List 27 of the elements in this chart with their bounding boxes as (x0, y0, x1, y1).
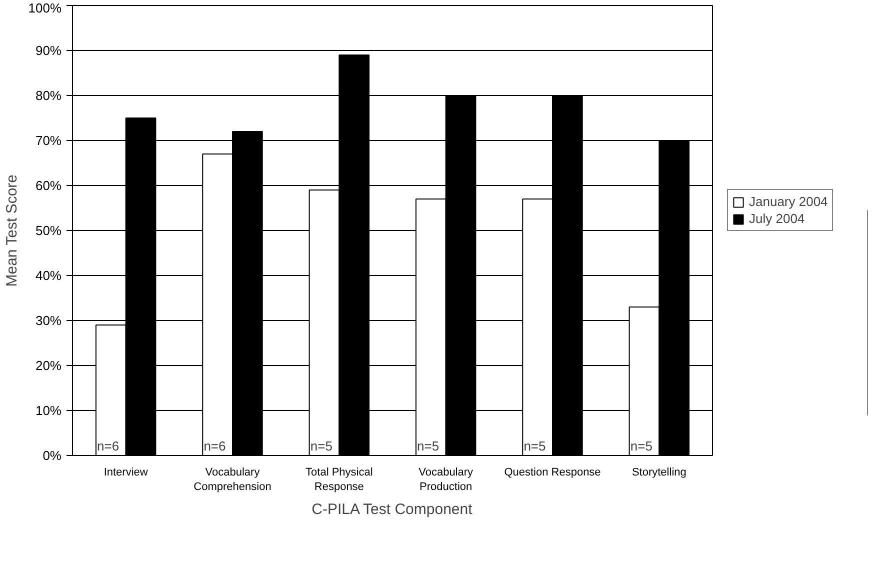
annotation: n=5 (310, 438, 332, 454)
y-tick-label: 10% (35, 403, 62, 418)
x-tick-label: Interview (104, 466, 148, 478)
y-tick-label: 70% (35, 133, 62, 148)
y-tick-label: 90% (35, 43, 62, 58)
y-tick-label: 80% (35, 88, 62, 103)
annotation: n=6 (204, 438, 226, 454)
y-axis-title: Mean Test Score (3, 174, 20, 287)
x-tick-label: Vocabulary Production (418, 466, 474, 493)
y-tick-label: 30% (35, 313, 62, 328)
annotation: n=5 (524, 438, 546, 454)
y-tick-label: 60% (35, 178, 62, 193)
x-axis-title: C-PILA Test Component (312, 500, 474, 518)
annotation: n=6 (97, 438, 120, 454)
legend-label: July 2004 (749, 211, 805, 226)
y-tick-label: 0% (42, 448, 62, 463)
annotation: n=5 (630, 438, 652, 454)
annotation: n=5 (417, 438, 440, 454)
y-tick-label: 40% (35, 268, 62, 283)
x-tick-label: Total Physical Response (306, 466, 373, 493)
y-tick-label: 50% (35, 223, 62, 238)
legend-label: January 2004 (749, 194, 828, 209)
x-tick-label: Question Response (504, 466, 601, 478)
x-tick-label: Vocabulary Comprehension (194, 466, 272, 493)
y-tick-label: 100% (28, 0, 62, 16)
x-tick-label: Storytelling (632, 466, 686, 478)
y-tick-label: 20% (35, 358, 62, 373)
